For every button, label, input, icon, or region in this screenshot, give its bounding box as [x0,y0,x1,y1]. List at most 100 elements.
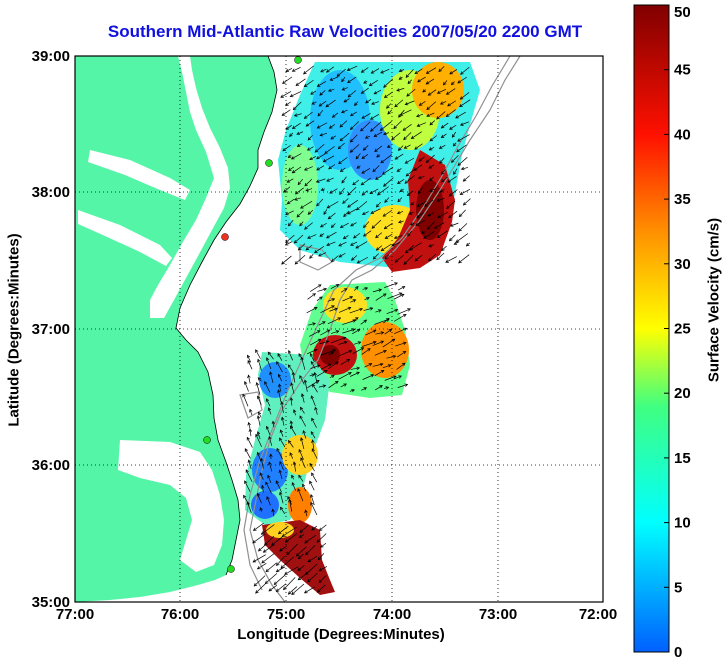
velocity-arrow-head [349,126,354,131]
velocity-arrow [350,222,357,227]
velocity-arrow-head [287,154,292,159]
velocity-arrow-head [283,586,287,591]
velocity-arrow [288,350,293,361]
velocity-arrow [294,254,306,265]
velocity-arrow-head [291,68,296,72]
velocity-arrow [290,91,302,97]
velocity-arrow [338,350,352,357]
velocity-arrow-head [243,494,247,499]
velocity-arrow [407,79,412,84]
velocity-arrow-head [459,191,464,195]
velocity-arrow-head [268,436,272,440]
velocity-arrow [347,199,359,208]
velocity-arrow-head [273,581,278,585]
velocity-arrow-head [360,182,365,186]
velocity-arrow [457,157,468,166]
velocity-arrow [285,533,298,543]
velocity-arrow-head [420,230,425,234]
velocity-arrow [309,330,321,337]
velocity-arrow-head [347,204,351,208]
velocity-arrow-head [265,398,270,402]
velocity-arrow-head [396,180,401,184]
velocity-arrow-head [314,149,319,153]
velocity-arrow-head [445,259,449,263]
velocity-arrow [362,287,368,290]
velocity-arrow [244,381,249,392]
velocity-arrow [257,562,267,570]
velocity-arrow [290,425,297,436]
velocity-blob [348,120,392,180]
velocity-arrow [449,234,456,241]
velocity-arrow [426,112,435,117]
velocity-arrow [255,434,262,447]
velocity-arrow-head [382,293,387,297]
velocity-arrow-head [354,102,358,106]
velocity-arrow-head [416,203,421,207]
velocity-arrow-head [299,222,303,227]
velocity-arrow-head [379,127,384,131]
velocity-arrow [383,78,394,88]
velocity-arrow-head [320,544,324,548]
velocity-arrow-head [285,212,289,216]
velocity-arrow-head [294,261,299,265]
velocity-arrow [405,100,415,105]
velocity-arrow [309,338,322,346]
velocity-arrow-head [416,123,421,127]
velocity-arrow-head [290,156,295,160]
velocity-arrow-head [289,420,294,425]
velocity-arrow [247,355,251,363]
velocity-arrow-head [318,103,323,107]
velocity-arrow-head [405,173,410,177]
velocity-arrow [361,113,371,119]
velocity-arrow-head [415,222,419,226]
velocity-arrow-head [331,114,336,118]
velocity-arrow-head [339,224,344,228]
velocity-arrow-head [328,165,332,170]
velocity-arrow-head [403,145,408,149]
velocity-arrow [279,470,283,479]
velocity-arrow [383,318,390,324]
radar-station [265,159,273,167]
velocity-blob [282,145,318,225]
velocity-arrow [298,475,304,482]
velocity-arrow [403,255,414,265]
velocity-arrow-head [436,234,441,238]
velocity-arrow [458,254,470,264]
velocity-arrow-head [383,131,387,136]
velocity-arrow-head [265,425,270,430]
velocity-arrow [331,223,336,228]
velocity-arrow [310,364,320,369]
velocity-arrow [375,309,382,313]
velocity-arrow-head [404,180,409,184]
velocity-arrow [244,448,251,459]
velocity-arrow-head [243,380,248,385]
velocity-arrow [342,87,348,91]
velocity-arrow [276,555,285,566]
velocity-arrow-head [416,214,420,218]
velocity-arrow-head [288,498,292,503]
velocity-arrow [418,176,425,179]
x-tick-label: 76:00 [161,606,199,623]
velocity-arrow-head [262,549,267,553]
velocity-arrow [288,440,294,448]
velocity-arrow-head [309,480,313,485]
velocity-arrow-head [305,188,309,192]
velocity-arrow-head [429,188,433,192]
velocity-arrow [349,389,355,392]
velocity-arrow [307,146,314,151]
velocity-arrow [291,153,302,160]
velocity-arrow-head [320,187,325,191]
velocity-arrow-head [409,247,413,251]
velocity-arrow-head [304,509,308,514]
velocity-arrow-head [343,99,348,103]
velocity-arrow [257,415,261,426]
velocity-arrow [350,121,360,130]
velocity-arrow [429,135,438,142]
velocity-arrow-head [265,481,269,486]
velocity-arrow-head [297,567,301,571]
velocity-arrow [417,122,426,127]
velocity-arrow [292,122,301,129]
velocity-arrow [298,243,306,251]
velocity-arrow-head [314,406,318,411]
